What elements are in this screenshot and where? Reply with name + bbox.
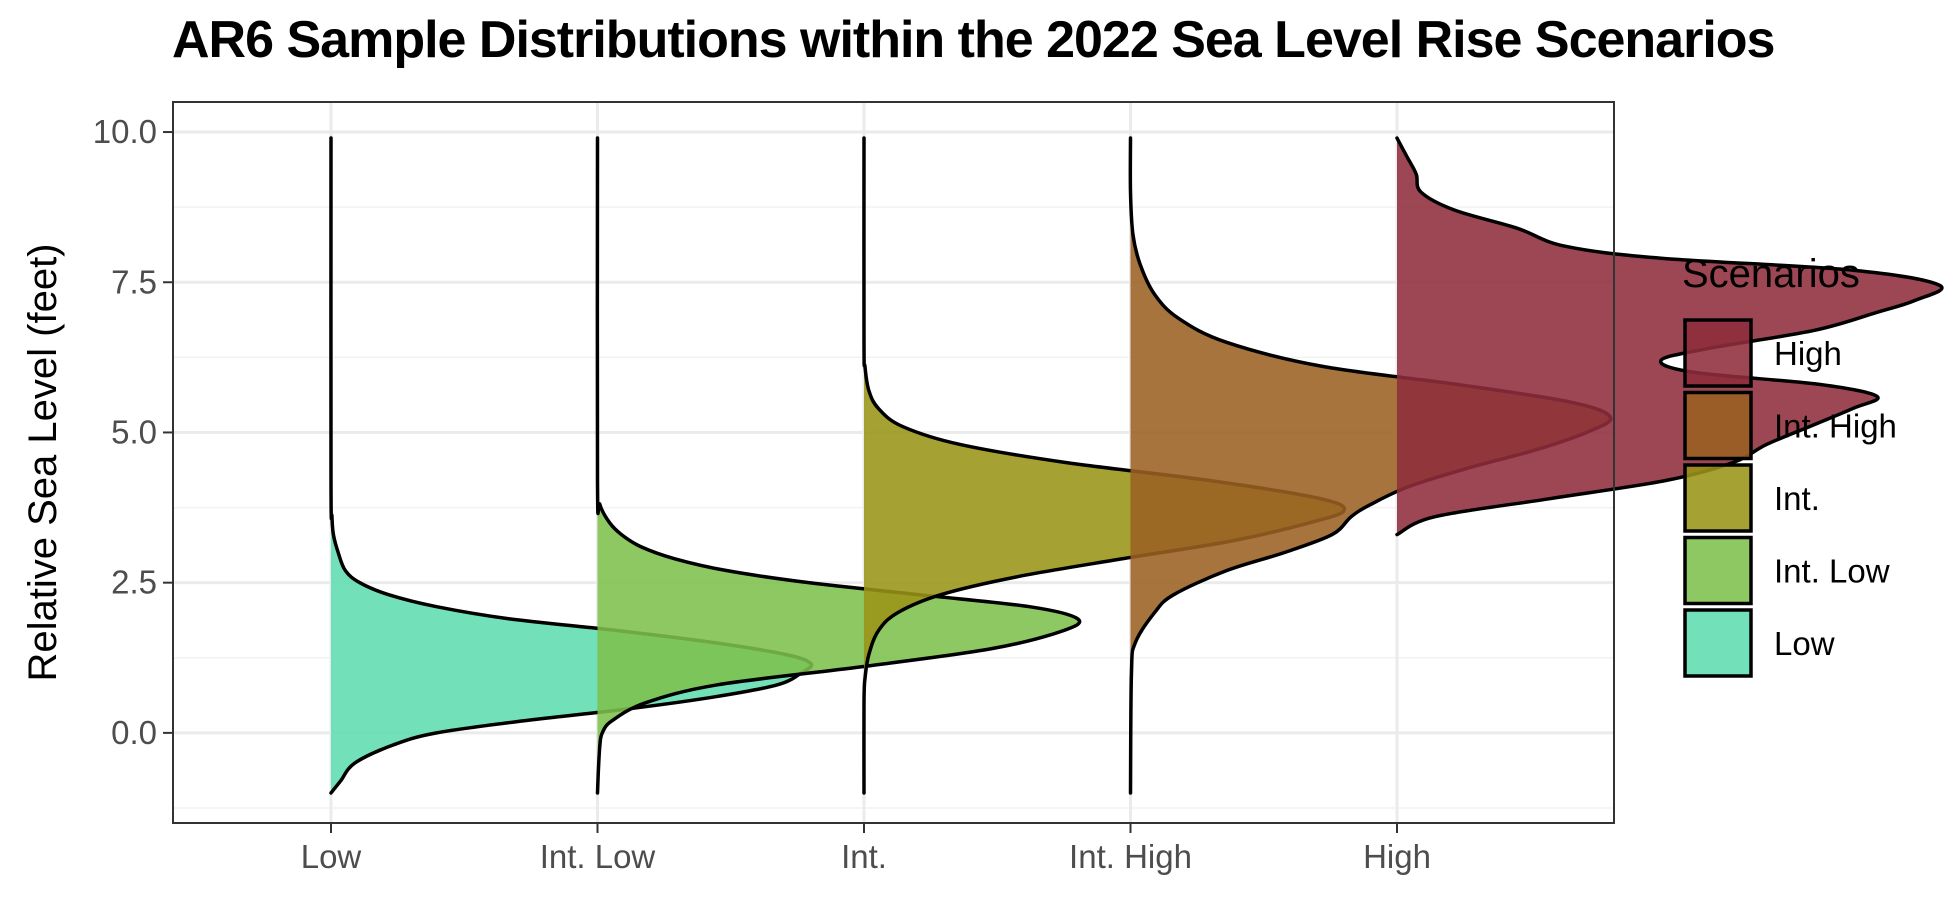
legend-label: Low xyxy=(1774,625,1835,662)
y-axis-title: Relative Sea Level (feet) xyxy=(21,243,65,681)
violin-fill xyxy=(330,138,812,793)
violin-fill xyxy=(1397,138,1942,535)
y-tick-label: 10.0 xyxy=(93,113,157,150)
legend-label: Int. High xyxy=(1774,408,1897,445)
chart-title: AR6 Sample Distributions within the 2022… xyxy=(172,11,1775,69)
legend-swatch xyxy=(1683,608,1753,678)
x-tick-label: Int. Low xyxy=(540,838,656,875)
violin-layer xyxy=(329,136,1944,795)
legend-swatch xyxy=(1683,463,1753,533)
x-tick-label: Low xyxy=(301,838,362,875)
y-tick-label: 5.0 xyxy=(111,413,157,450)
x-tick-label: Int. High xyxy=(1069,838,1192,875)
legend-item: Int. High xyxy=(1683,390,1897,461)
violin-int-low xyxy=(595,136,1082,795)
legend-swatch xyxy=(1683,318,1753,388)
violin-fill xyxy=(597,138,1080,793)
axis-layer: 0.0 2.5 5.0 7.5 10.0 Low Int. Low Int. Int. High… xyxy=(93,113,1431,875)
violin-high xyxy=(1395,136,1944,537)
violin-outline xyxy=(1395,136,1944,537)
legend-item: Low xyxy=(1683,608,1835,678)
y-tick-label: 7.5 xyxy=(111,263,157,300)
legend-swatch xyxy=(1683,535,1753,606)
violin-fill xyxy=(1130,138,1611,793)
legend: Scenarios High Int. High Int. Int. Low Low xyxy=(1682,252,1897,678)
legend-label: Int. Low xyxy=(1774,553,1890,590)
legend-item: Int. xyxy=(1683,463,1820,533)
legend-item: Int. Low xyxy=(1683,535,1890,606)
legend-swatch xyxy=(1683,390,1753,461)
legend-title: Scenarios xyxy=(1682,252,1860,296)
x-tick-label: Int. xyxy=(841,838,887,875)
legend-items: High Int. High Int. Int. Low Low xyxy=(1683,318,1897,678)
violin-fill xyxy=(863,138,1345,793)
plot-panel-border xyxy=(172,101,1615,824)
legend-label: Int. xyxy=(1774,480,1820,517)
legend-item: High xyxy=(1683,318,1842,388)
legend-label: High xyxy=(1774,335,1842,372)
violin-outline xyxy=(595,136,1082,795)
x-tick-label: High xyxy=(1363,838,1431,875)
violin-low xyxy=(329,136,814,795)
y-tick-label: 2.5 xyxy=(111,564,157,601)
y-tick-label: 0.0 xyxy=(111,714,157,751)
